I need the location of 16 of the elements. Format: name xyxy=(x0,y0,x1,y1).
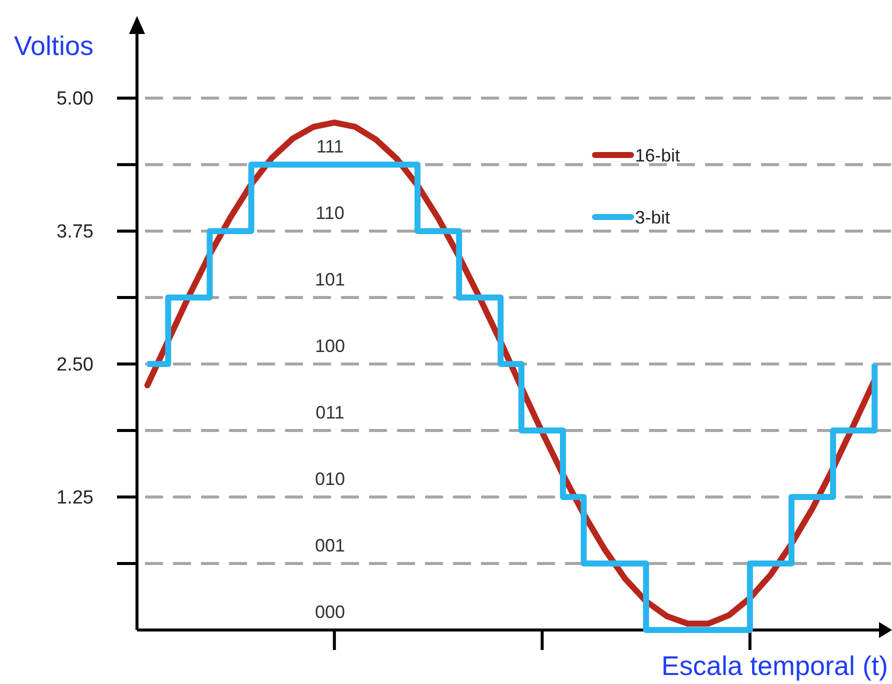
annotation: 011 xyxy=(316,402,344,423)
y-tick-label: 1.25 xyxy=(56,488,94,509)
y-tick-label: 2.50 xyxy=(56,354,94,376)
annotation: 010 xyxy=(314,469,346,490)
y-axis-title: Voltios xyxy=(14,31,94,61)
legend-label: 3-bit xyxy=(635,207,670,228)
y-tick-label: 3.75 xyxy=(56,222,94,243)
legend-label: 16-bit xyxy=(635,145,680,166)
annotation: 000 xyxy=(314,602,346,622)
annotation: 001 xyxy=(314,536,346,556)
y-tick-label: 5.00 xyxy=(56,88,94,110)
annotation: 111 xyxy=(316,136,344,157)
annotation: 100 xyxy=(314,336,346,356)
x-axis-title: Escala temporal (t) xyxy=(661,651,888,681)
annotation: 110 xyxy=(316,203,344,224)
annotation: 101 xyxy=(314,270,346,290)
